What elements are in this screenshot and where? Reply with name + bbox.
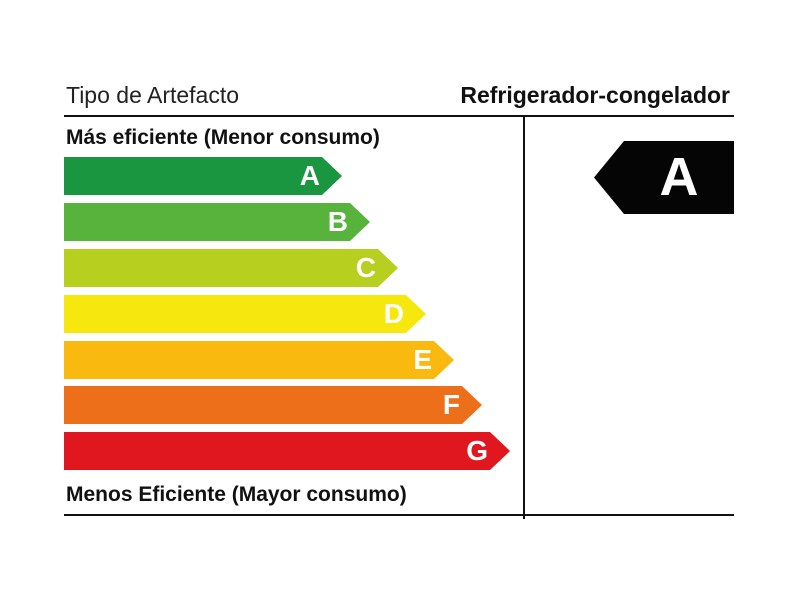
class-bar-b: B bbox=[64, 203, 370, 241]
vertical-divider bbox=[523, 115, 525, 519]
top-rule bbox=[64, 115, 734, 117]
appliance-type-value: Refrigerador-congelador bbox=[460, 82, 730, 108]
class-bar-g: G bbox=[64, 432, 510, 470]
rating-arrow: A bbox=[594, 141, 734, 214]
class-bar-f: F bbox=[64, 386, 482, 424]
appliance-type-label: Tipo de Artefacto bbox=[66, 82, 240, 108]
rating-letter: A bbox=[659, 147, 699, 207]
class-letter-a: A bbox=[299, 160, 320, 191]
most-efficient-caption: Más eficiente (Menor consumo) bbox=[66, 126, 380, 149]
class-letter-d: D bbox=[383, 298, 404, 329]
class-letter-c: C bbox=[355, 252, 376, 283]
class-bar-d: D bbox=[64, 295, 426, 333]
class-letter-b: B bbox=[327, 206, 348, 237]
class-bar-a: A bbox=[64, 157, 342, 195]
class-bar-c: C bbox=[64, 249, 398, 287]
class-letter-g: G bbox=[466, 435, 488, 466]
class-bar-e: E bbox=[64, 341, 454, 379]
class-letter-e: E bbox=[413, 344, 432, 375]
bottom-rule bbox=[64, 514, 734, 516]
least-efficient-caption: Menos Eficiente (Mayor consumo) bbox=[66, 483, 407, 506]
class-letter-f: F bbox=[442, 389, 460, 420]
